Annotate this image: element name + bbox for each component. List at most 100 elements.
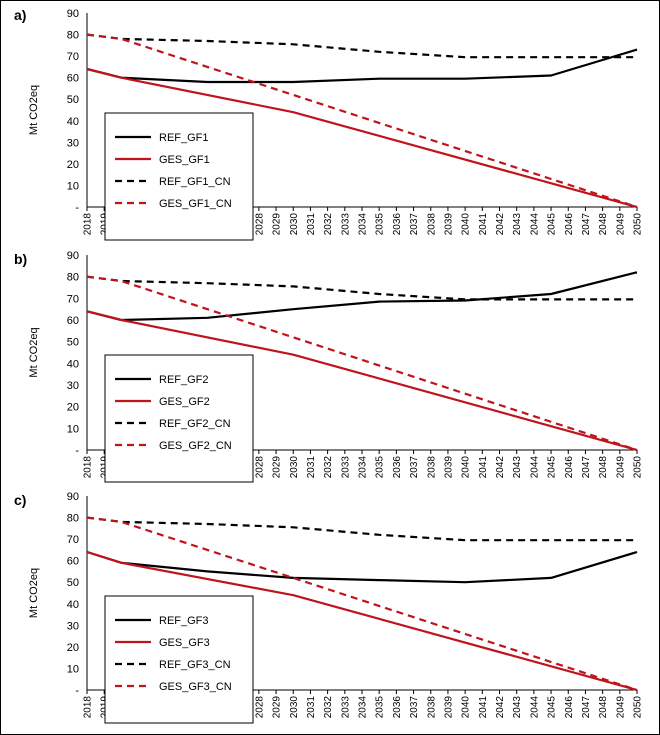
- y-tick-label-3-80: 80: [67, 513, 79, 525]
- legend-label-ref-gf1: REF_GF1: [159, 132, 209, 144]
- y-tick-label-3-10: 10: [67, 663, 79, 675]
- legend-label-ges-gf1: GES_GF1: [159, 154, 210, 166]
- legend-label-ges-gf3: GES_GF3: [159, 637, 210, 649]
- y-tick-label-2-10: 10: [67, 423, 79, 435]
- x-tick-label-1-2034: 2034: [358, 213, 369, 236]
- y-tick-label-1-10: 10: [67, 180, 79, 192]
- legend-label-ref-gf2-cn: REF_GF2_CN: [159, 418, 231, 430]
- x-tick-label-1-2043: 2043: [512, 213, 523, 236]
- y-tick-label-1-40: 40: [67, 116, 79, 128]
- x-tick-label-1-2037: 2037: [409, 213, 420, 236]
- series-line-ref-gf1-cn: [86, 33, 637, 59]
- x-tick-label-3-2033: 2033: [340, 696, 351, 719]
- series-line-ges-gf3-cn: [86, 516, 638, 692]
- x-tick-label-2-2034: 2034: [358, 456, 369, 479]
- x-tick-label-1-2050: 2050: [633, 213, 644, 236]
- y-tick-label-1-50: 50: [67, 94, 79, 106]
- y-tick-label-3-20: 20: [67, 642, 79, 654]
- y-tick-label-3-40: 40: [67, 599, 79, 611]
- x-tick-label-3-2048: 2048: [598, 696, 609, 719]
- legend-label-ges-gf2-cn: GES_GF2_CN: [159, 440, 232, 452]
- series-line-ges-gf1: [86, 67, 638, 209]
- y-tick-label-2-50: 50: [67, 337, 79, 349]
- panel-label-3: c): [14, 492, 26, 508]
- x-tick-label-2-2043: 2043: [512, 456, 523, 479]
- legend-box-3: [104, 595, 254, 724]
- x-tick-label-1-2036: 2036: [392, 213, 403, 236]
- x-tick-label-1-2049: 2049: [615, 213, 626, 236]
- legend-label-ref-gf2: REF_GF2: [159, 374, 209, 386]
- x-tick-label-1-2033: 2033: [340, 213, 351, 236]
- y-tick-label-2-0: -: [75, 445, 79, 457]
- x-tick-label-2-2028: 2028: [254, 456, 265, 479]
- x-tick-label-1-2032: 2032: [323, 213, 334, 236]
- x-tick-label-2-2046: 2046: [564, 456, 575, 479]
- x-tick-label-2-2048: 2048: [598, 456, 609, 479]
- x-tick-label-2-2041: 2041: [478, 456, 489, 479]
- legend-label-ges-gf3-cn: GES_GF3_CN: [159, 681, 232, 693]
- legend-box-1: [104, 112, 254, 241]
- x-tick-label-1-2018: 2018: [83, 213, 94, 236]
- y-tick-label-2-70: 70: [67, 293, 79, 305]
- y-axis-title-1: Mt CO2eq: [28, 85, 40, 135]
- y-tick-label-3-0: -: [75, 685, 79, 697]
- panel-label-1: a): [14, 7, 26, 23]
- x-tick-label-3-2040: 2040: [461, 696, 472, 719]
- y-tick-label-3-50: 50: [67, 577, 79, 589]
- x-tick-label-1-2030: 2030: [289, 213, 300, 236]
- x-tick-label-2-2031: 2031: [306, 456, 317, 479]
- y-tick-label-1-70: 70: [67, 51, 79, 63]
- y-tick-label-2-60: 60: [67, 315, 79, 327]
- x-tick-label-2-2035: 2035: [375, 456, 386, 479]
- x-tick-label-3-2035: 2035: [375, 696, 386, 719]
- x-tick-label-3-2047: 2047: [581, 696, 592, 719]
- x-tick-label-3-2036: 2036: [392, 696, 403, 719]
- y-tick-label-2-30: 30: [67, 380, 79, 392]
- legend-label-ref-gf3: REF_GF3: [159, 615, 209, 627]
- y-axis-title-2: Mt CO2eq: [28, 327, 40, 377]
- x-tick-label-2-2037: 2037: [409, 456, 420, 479]
- y-tick-label-3-30: 30: [67, 620, 79, 632]
- x-tick-label-3-2030: 2030: [289, 696, 300, 719]
- y-axis-title-3: Mt CO2eq: [28, 568, 40, 618]
- y-tick-label-2-20: 20: [67, 402, 79, 414]
- y-tick-label-2-90: 90: [67, 250, 79, 262]
- x-tick-label-2-2029: 2029: [272, 456, 283, 479]
- x-tick-label-1-2044: 2044: [529, 213, 540, 236]
- series-line-ref-gf3-cn: [86, 516, 637, 542]
- x-tick-label-1-2031: 2031: [306, 213, 317, 236]
- x-tick-label-3-2039: 2039: [443, 696, 454, 719]
- x-tick-label-3-2038: 2038: [426, 696, 437, 719]
- panel-label-2: b): [14, 251, 27, 267]
- x-tick-label-3-2042: 2042: [495, 696, 506, 719]
- x-tick-label-3-2050: 2050: [633, 696, 644, 719]
- x-tick-label-2-2045: 2045: [547, 456, 558, 479]
- x-tick-label-1-2040: 2040: [461, 213, 472, 236]
- x-tick-label-1-2028: 2028: [254, 213, 265, 236]
- legend-label-ges-gf1-cn: GES_GF1_CN: [159, 198, 232, 210]
- x-tick-label-2-2044: 2044: [529, 456, 540, 479]
- x-tick-label-3-2037: 2037: [409, 696, 420, 719]
- x-tick-label-1-2039: 2039: [443, 213, 454, 236]
- series-line-ref-gf3: [86, 550, 638, 584]
- x-tick-label-2-2030: 2030: [289, 456, 300, 479]
- x-tick-label-3-2032: 2032: [323, 696, 334, 719]
- y-tick-label-3-60: 60: [67, 556, 79, 568]
- x-tick-label-1-2046: 2046: [564, 213, 575, 236]
- legend-label-ges-gf2: GES_GF2: [159, 396, 210, 408]
- x-tick-label-2-2050: 2050: [633, 456, 644, 479]
- x-tick-label-2-2042: 2042: [495, 456, 506, 479]
- x-tick-label-1-2047: 2047: [581, 213, 592, 236]
- series-line-ref-gf2-cn: [86, 275, 637, 301]
- y-tick-label-1-0: -: [75, 202, 79, 214]
- legend-label-ref-gf1-cn: REF_GF1_CN: [159, 176, 231, 188]
- x-tick-label-2-2047: 2047: [581, 456, 592, 479]
- y-tick-label-2-40: 40: [67, 358, 79, 370]
- x-tick-label-2-2036: 2036: [392, 456, 403, 479]
- x-tick-label-3-2018: 2018: [83, 696, 94, 719]
- x-tick-label-3-2028: 2028: [254, 696, 265, 719]
- y-tick-label-1-30: 30: [67, 137, 79, 149]
- x-tick-label-3-2049: 2049: [615, 696, 626, 719]
